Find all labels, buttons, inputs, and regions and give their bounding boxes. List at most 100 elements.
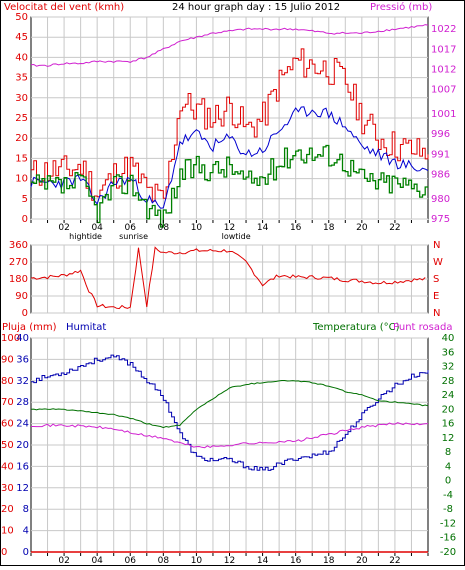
x-tick-label: 12 <box>224 556 235 566</box>
series-gust <box>31 48 429 202</box>
y-tick-label-temperature: 28 <box>442 376 455 387</box>
x-tick-label: 06 <box>125 223 137 233</box>
compass-label: E <box>433 291 439 302</box>
x-tick-label: 04 <box>91 223 103 233</box>
x-tick-label: 18 <box>323 556 335 566</box>
y-tick-label-rain: 40 <box>1 461 14 472</box>
x-tick-label: 16 <box>290 556 302 566</box>
y-tick-label-temperature: 4 <box>445 461 451 472</box>
series-temperature <box>30 380 429 429</box>
compass-label: N <box>433 308 440 319</box>
x-event-label: lowtide <box>222 232 251 241</box>
y-tick-label-pressure: 975 <box>431 214 450 225</box>
y-tick-label-temperature: 36 <box>442 347 455 358</box>
y-tick-label-rain: 0 <box>1 547 7 558</box>
y-tick-label-humidity: 8 <box>23 504 29 515</box>
x-tick-label: 02 <box>58 223 69 233</box>
x-tick-label: 10 <box>191 556 203 566</box>
compass-label: W <box>433 257 443 268</box>
y-tick-label-rain: 100 <box>1 333 20 344</box>
y-tick-label-rain: 20 <box>1 504 14 515</box>
x-tick-label: 08 <box>158 556 170 566</box>
y-tick-label-humidity: 20 <box>16 440 29 451</box>
y-tick-label-humidity: 16 <box>16 461 29 472</box>
y-tick-label-temperature: -12 <box>440 518 456 529</box>
y-tick-label-temperature: -8 <box>443 504 453 515</box>
y-tick-label-wind: 45 <box>15 32 28 43</box>
x-tick-label: 22 <box>389 556 400 566</box>
y-tick-label-temperature: 24 <box>442 390 455 401</box>
compass-label: S <box>433 274 439 285</box>
y-tick-label-temperature: 40 <box>442 333 455 344</box>
y-tick-label-direction: 90 <box>15 291 28 302</box>
y-tick-label-humidity: 28 <box>16 397 29 408</box>
y-tick-label-temperature: 16 <box>442 419 455 430</box>
x-tick-label: 04 <box>91 556 103 566</box>
x-tick-label: 14 <box>257 556 269 566</box>
x-tick-label: 10 <box>191 223 203 233</box>
y-tick-label-wind: 15 <box>15 153 28 164</box>
x-event-label: sunrise <box>119 232 148 241</box>
y-tick-label-pressure: 980 <box>431 194 450 205</box>
y-tick-label-humidity: 4 <box>23 526 29 537</box>
y-tick-label-rain: 80 <box>1 376 14 387</box>
y-tick-label-rain: 50 <box>1 440 14 451</box>
y-tick-label-wind: 20 <box>15 133 28 144</box>
series-wind-direction <box>30 246 426 310</box>
y-tick-label-wind: 35 <box>15 73 28 84</box>
y-tick-label-wind: 0 <box>22 214 28 225</box>
y-tick-label-humidity: 12 <box>16 483 29 494</box>
y-tick-label-wind: 5 <box>22 194 28 205</box>
y-tick-label-temperature: 20 <box>442 404 455 415</box>
wind-axis-label: Velocitat del vent (kmh) <box>4 2 124 13</box>
compass-label: N <box>433 240 440 251</box>
y-tick-label-temperature: 12 <box>442 433 455 444</box>
y-tick-label-humidity: 40 <box>16 333 29 344</box>
wind-direction-panel: 0 N 90 E 180 S 270 W 360 N <box>9 240 443 319</box>
x-tick-label: 18 <box>323 223 335 233</box>
y-tick-label-humidity: 0 <box>23 547 29 558</box>
y-tick-label-pressure: 991 <box>431 149 450 160</box>
y-tick-label-temperature: -20 <box>440 547 456 558</box>
temp-axis-label: Temperatura (°C) <box>312 322 400 333</box>
y-tick-label-rain: 10 <box>1 526 14 537</box>
dewpoint-axis-label: Punt rosada <box>393 322 452 333</box>
y-tick-label-humidity: 24 <box>16 419 29 430</box>
y-tick-label-temperature: -4 <box>443 490 453 501</box>
pressure-axis-label: Pressió (mb) <box>370 1 432 13</box>
series-humidity <box>31 354 429 471</box>
y-tick-label-direction: 270 <box>9 257 28 268</box>
x-tick-label: 06 <box>125 556 137 566</box>
y-tick-label-temperature: -16 <box>440 533 456 544</box>
humidity-axis-label: Humitat <box>66 322 106 333</box>
x-event-label: hightide <box>69 232 102 241</box>
y-tick-label-temperature: 32 <box>442 362 455 373</box>
chart-title: 24 hour graph day : 15 Julio 2012 <box>172 2 340 13</box>
y-tick-label-wind: 10 <box>15 174 28 185</box>
rain-axis-label: Pluja (mm) <box>2 322 57 333</box>
y-tick-label-pressure: 1017 <box>431 44 456 55</box>
y-tick-label-pressure: 1012 <box>431 65 456 76</box>
x-tick-label: 22 <box>389 223 400 233</box>
y-tick-label-direction: 0 <box>22 308 28 319</box>
y-tick-label-humidity: 36 <box>16 354 29 365</box>
series-pressure <box>30 24 429 67</box>
x-tick-label: 02 <box>58 556 69 566</box>
series-dewpoint <box>31 422 429 449</box>
y-tick-label-temperature: 8 <box>445 447 451 458</box>
x-tick-label: 20 <box>356 556 368 566</box>
x-tick-label: 08 <box>158 223 170 233</box>
y-tick-label-pressure: 1022 <box>431 24 456 35</box>
y-tick-label-rain: 70 <box>1 397 14 408</box>
y-tick-label-direction: 360 <box>9 240 28 251</box>
x-tick-label: 20 <box>356 223 368 233</box>
y-tick-label-wind: 40 <box>15 52 28 63</box>
y-tick-label-wind: 25 <box>15 113 28 124</box>
series-average <box>30 106 429 209</box>
wind-pressure-panel: 0 5 10 15 20 25 30 35 40 45 50 975 980 986 991 996 1001 1… <box>15 12 456 241</box>
y-tick-label-rain: 30 <box>1 483 14 494</box>
y-tick-label-rain: 90 <box>1 354 14 365</box>
y-tick-label-pressure: 1001 <box>431 109 456 120</box>
